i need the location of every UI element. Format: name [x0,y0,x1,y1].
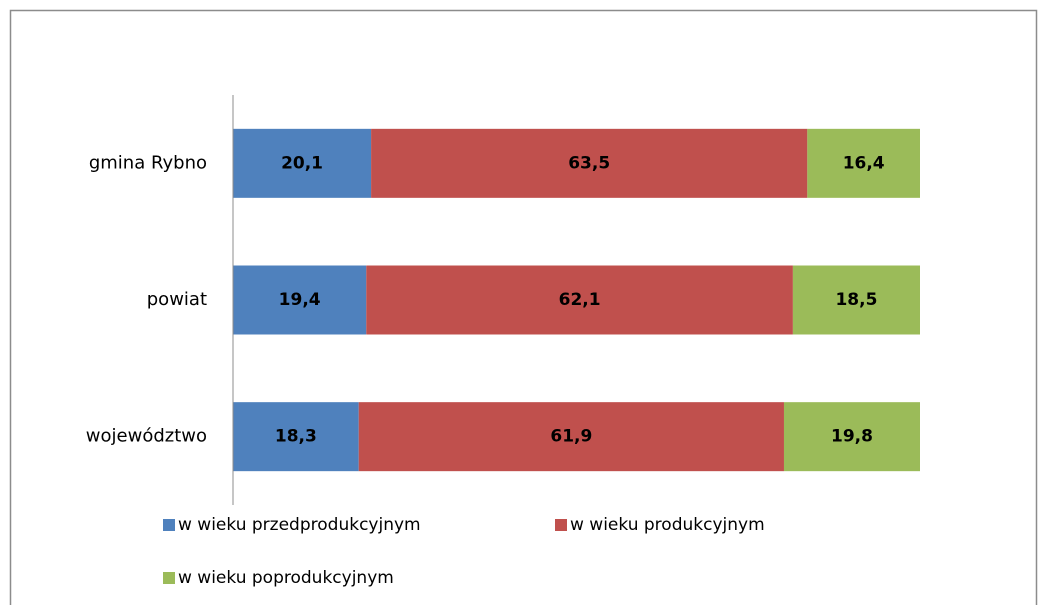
bar-segment [807,128,920,198]
y-tick-label: powiat [147,289,207,310]
legend-label: w wieku produkcyjnym [570,515,765,535]
chart-border [9,9,1038,605]
bar-segment [358,402,784,472]
data-label: 61,9 [550,427,592,447]
bar-segment [366,265,793,335]
data-label: 63,5 [568,153,610,173]
legend-label: w wieku przedprodukcyjnym [178,515,421,535]
data-label: 16,4 [843,153,885,173]
bar-segment [792,265,920,335]
legend-label: w wieku poprodukcyjnym [178,568,394,588]
legend-swatch [555,519,567,531]
y-tick-label: gmina Rybno [89,152,207,173]
data-label: 18,5 [835,290,877,310]
data-label: 20,1 [281,153,323,173]
legend-swatch [163,519,175,531]
y-tick-label: województwo [86,426,207,447]
data-label: 19,4 [279,290,321,310]
data-label: 62,1 [559,290,601,310]
bar-segment [371,128,808,198]
data-label: 18,3 [275,427,317,447]
bar-segment [233,128,372,198]
legend-swatch [163,572,175,584]
bar-segment [233,402,359,472]
data-label: 19,8 [831,427,873,447]
bar-segment [233,265,367,335]
bar-segment [783,402,920,472]
